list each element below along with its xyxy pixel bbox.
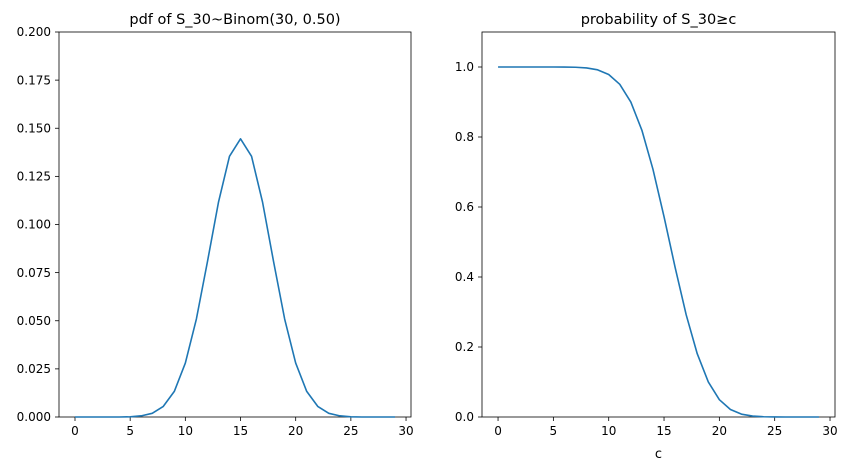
y-tick-label: 0.125 [17, 170, 51, 184]
y-tick-label: 0.000 [17, 410, 51, 424]
x-axis-label: c [655, 447, 662, 462]
plot-area-frame [58, 31, 412, 418]
x-tick-label: 25 [343, 424, 358, 438]
x-tick-label: 30 [398, 424, 413, 438]
x-tick-label: 20 [712, 424, 727, 438]
y-tick-label: 0.4 [455, 270, 474, 284]
x-tick-label: 0 [494, 424, 502, 438]
x-tick-label: 0 [71, 424, 79, 438]
x-tick-label: 10 [178, 424, 193, 438]
y-tick-label: 0.025 [17, 362, 51, 376]
x-tick-label: 5 [550, 424, 558, 438]
chart-title: probability of S_30≥c [581, 12, 737, 28]
y-tick-label: 0.0 [455, 410, 474, 424]
plot-area-frame [481, 31, 836, 418]
y-tick-label: 0.075 [17, 266, 51, 280]
series-line [498, 66, 819, 418]
x-tick-label: 15 [656, 424, 671, 438]
x-tick-label: 10 [601, 424, 616, 438]
x-tick-label: 15 [233, 424, 248, 438]
x-tick-label: 5 [126, 424, 134, 438]
x-tick-label: 25 [767, 424, 782, 438]
y-tick-label: 0.175 [17, 73, 51, 87]
x-tick-label: 20 [288, 424, 303, 438]
y-tick-label: 0.050 [17, 314, 51, 328]
tail-probability-chart: 0 5 10 15 20 25 30 0.0 0.2 0.4 0.6 0.8 1.0 probabilit… [455, 12, 838, 462]
y-tick-label: 0.200 [17, 25, 51, 39]
series-line [75, 138, 395, 418]
y-tick-label: 0.6 [455, 200, 474, 214]
y-tick-label: 0.100 [17, 218, 51, 232]
chart-title: pdf of S_30~Binom(30, 0.50) [129, 12, 340, 28]
y-tick-label: 1.0 [455, 60, 474, 74]
pdf-chart: 0 5 10 15 20 25 30 0.000 0.025 0.050 0.075 0.100 0.1… [17, 12, 414, 438]
x-tick-label: 30 [822, 424, 837, 438]
y-tick-label: 0.8 [455, 130, 474, 144]
y-tick-label: 0.2 [455, 340, 474, 354]
y-tick-label: 0.150 [17, 121, 51, 135]
